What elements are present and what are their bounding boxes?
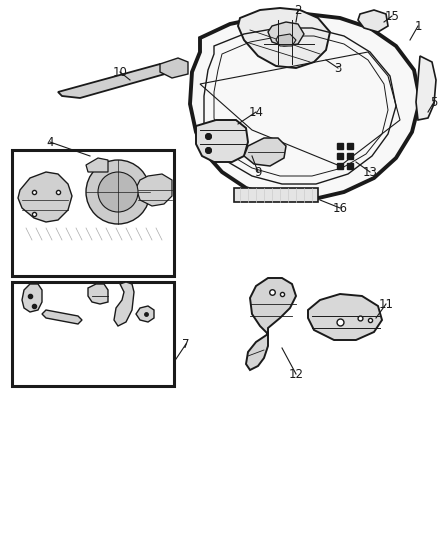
Polygon shape [190, 14, 420, 200]
Polygon shape [42, 310, 82, 324]
FancyBboxPatch shape [12, 282, 174, 386]
Polygon shape [268, 22, 304, 46]
Text: 4: 4 [46, 135, 54, 149]
Polygon shape [276, 34, 296, 46]
Polygon shape [114, 282, 134, 326]
Text: 1: 1 [414, 20, 422, 33]
Polygon shape [86, 158, 108, 172]
Text: 7: 7 [182, 337, 190, 351]
Polygon shape [18, 172, 72, 222]
FancyBboxPatch shape [12, 150, 174, 276]
Polygon shape [196, 120, 248, 162]
Text: 10: 10 [113, 66, 127, 78]
Text: 12: 12 [289, 367, 304, 381]
Text: 3: 3 [334, 61, 342, 75]
Circle shape [98, 172, 138, 212]
Text: 2: 2 [294, 4, 302, 17]
Polygon shape [308, 294, 382, 340]
Polygon shape [416, 56, 436, 120]
Polygon shape [160, 58, 188, 78]
Text: 15: 15 [385, 10, 399, 22]
Text: 11: 11 [378, 297, 393, 311]
Polygon shape [22, 284, 42, 312]
Circle shape [86, 160, 150, 224]
Polygon shape [238, 8, 330, 68]
Text: 13: 13 [363, 166, 378, 179]
Text: 14: 14 [248, 106, 264, 118]
Text: 9: 9 [254, 166, 262, 179]
Text: 16: 16 [332, 201, 347, 214]
Polygon shape [234, 188, 318, 202]
Polygon shape [246, 278, 296, 370]
Polygon shape [244, 138, 286, 166]
Polygon shape [88, 284, 108, 304]
Polygon shape [358, 10, 388, 32]
Polygon shape [136, 306, 154, 322]
Text: 5: 5 [430, 95, 438, 109]
Polygon shape [58, 64, 172, 98]
Polygon shape [136, 174, 172, 206]
